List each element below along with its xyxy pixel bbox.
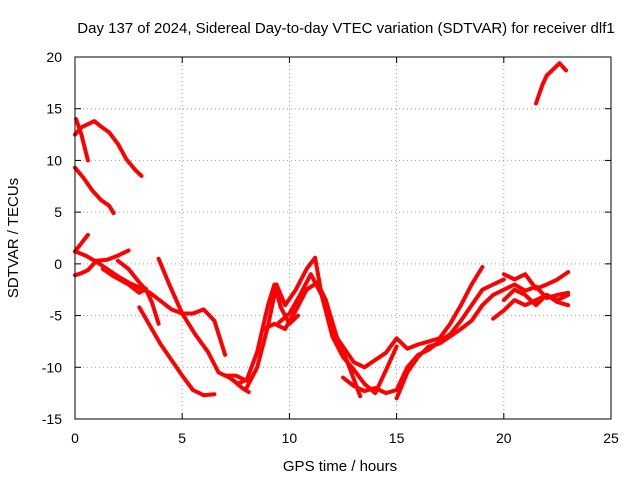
y-tick-label: 0 (54, 256, 62, 272)
y-tick-label: -15 (42, 411, 62, 427)
x-tick-label: 0 (71, 430, 79, 446)
series-line-track-e (73, 232, 90, 254)
series-line-track-q (394, 282, 571, 401)
y-tick-label: 10 (46, 152, 62, 168)
series-line-track-g (100, 267, 161, 326)
plot-frame (74, 56, 612, 420)
series-layer (73, 61, 571, 401)
y-tick-label: -5 (50, 308, 63, 324)
x-axis-label: GPS time / hours (283, 458, 397, 475)
series-line-track-f (73, 249, 228, 357)
series-line-track-l (231, 378, 251, 395)
chart-title: Day 137 of 2024, Sidereal Day-to-day VTE… (77, 20, 614, 37)
x-tick-label: 25 (603, 430, 619, 446)
series-line-track-r (501, 270, 571, 291)
series-line-track-i (137, 305, 217, 398)
y-tick-label: 5 (54, 204, 62, 220)
y-axis-label: SDTVAR / TECUs (5, 178, 22, 298)
axis-ticks: 0 5 10 15 20 25 -15 -10 -5 0 5 10 15 20 (42, 49, 619, 446)
grid (75, 57, 611, 419)
series-line-track-p (341, 277, 506, 396)
series-line-track-b (74, 117, 90, 163)
series-line-track-n (261, 280, 363, 399)
series-line-track-t (501, 287, 571, 308)
x-tick-label: 10 (282, 430, 298, 446)
series-line-track-j (156, 256, 249, 386)
x-tick-label: 20 (496, 430, 512, 446)
series-line-track-a (73, 119, 144, 178)
y-tick-label: 15 (46, 101, 62, 117)
x-tick-label: 5 (178, 430, 186, 446)
series-line-track-c (73, 165, 116, 216)
y-tick-label: 20 (46, 49, 62, 65)
series-line-track-u (534, 61, 568, 106)
y-tick-label: -10 (42, 359, 62, 375)
series-line-track-o (276, 265, 485, 370)
series-line-track-h (115, 258, 148, 292)
x-tick-label: 15 (389, 430, 405, 446)
